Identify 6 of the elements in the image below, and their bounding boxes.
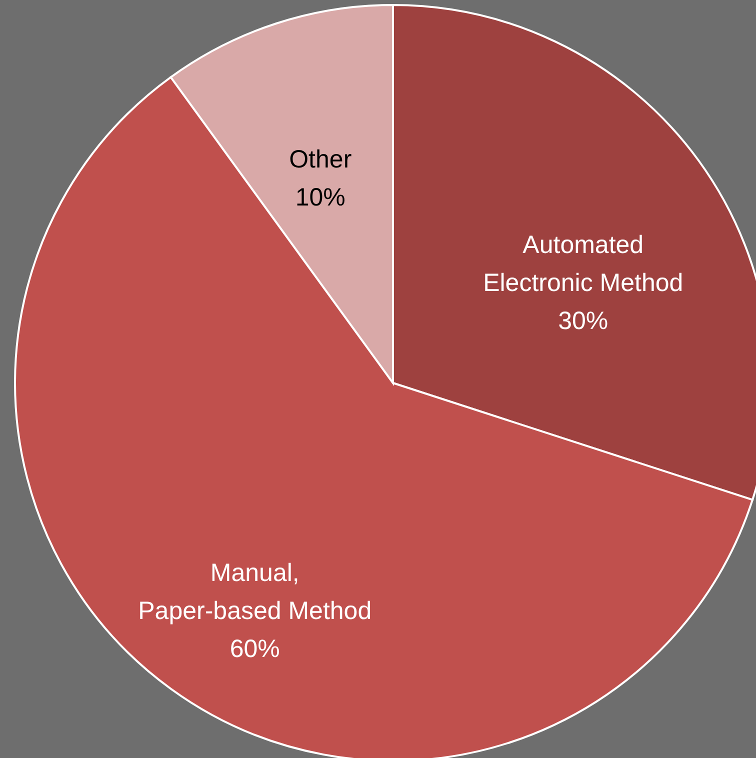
data-label: 30% [558, 306, 608, 335]
slice-label: Other [289, 146, 352, 174]
slice-label: Automated Electronic Method [483, 230, 684, 297]
slice-label: Manual, Paper-based Method [138, 559, 372, 626]
data-label: 10% [295, 184, 346, 212]
data-label: 60% [230, 635, 280, 664]
